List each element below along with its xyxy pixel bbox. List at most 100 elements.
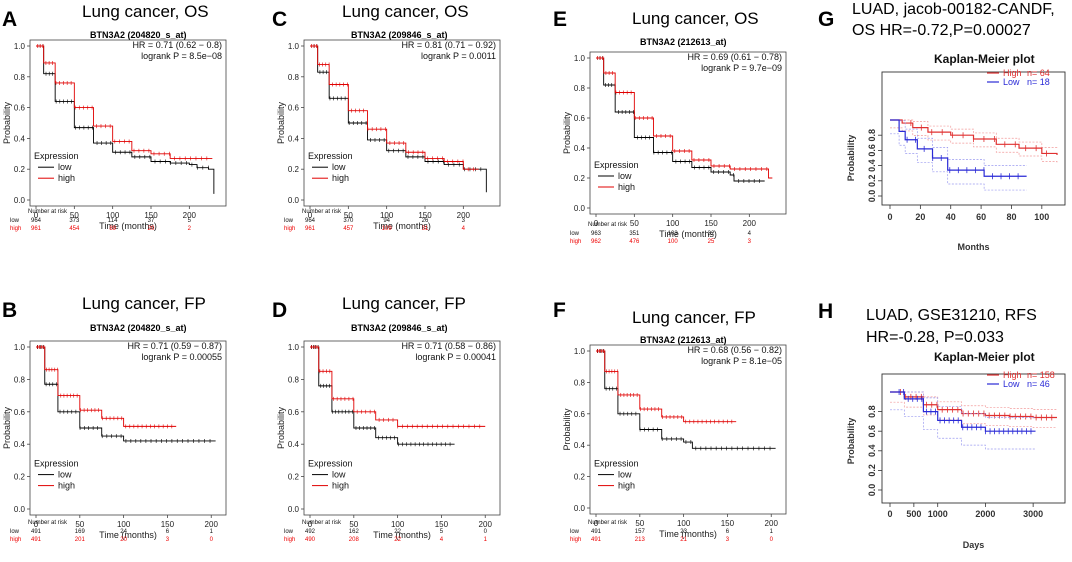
x-tick-label: 200 bbox=[479, 520, 493, 529]
risk-value: 103 bbox=[668, 231, 679, 237]
x-axis-label: Days bbox=[963, 540, 985, 550]
plot-frame bbox=[29, 39, 227, 207]
risk-value: 100 bbox=[668, 239, 679, 245]
panel-title: Lung cancer, FP bbox=[82, 294, 206, 313]
risk-value: 3 bbox=[748, 239, 752, 245]
y-axis-label: Probability bbox=[276, 101, 286, 144]
x-tick-label: 200 bbox=[183, 211, 197, 220]
risk-value: 157 bbox=[635, 529, 646, 535]
y-tick-label: 0.6 bbox=[14, 408, 26, 417]
y-tick-label: 0.6 bbox=[288, 408, 300, 417]
risk-value: 26 bbox=[422, 218, 429, 224]
km-curve-low bbox=[596, 57, 765, 182]
risk-value: 351 bbox=[629, 231, 640, 237]
risk-value: 1 bbox=[770, 529, 774, 535]
x-tick-label: 100 bbox=[666, 219, 680, 228]
plot-frame bbox=[303, 39, 501, 207]
ci-lower-low bbox=[890, 409, 1036, 450]
panel-title: Lung cancer, FP bbox=[342, 294, 466, 313]
risk-value: 961 bbox=[31, 226, 42, 232]
y-tick-label: 0.2 bbox=[574, 174, 586, 183]
y-tick-label: 0.0 bbox=[867, 190, 877, 203]
hazard-ratio: HR = 0.81 (0.71 − 0.92) bbox=[401, 40, 496, 50]
legend-entry-high: high bbox=[332, 481, 349, 491]
risk-row-label: low bbox=[570, 231, 580, 237]
y-tick-label: 0.0 bbox=[288, 196, 300, 205]
risk-value: 963 bbox=[591, 231, 602, 237]
panel-title: Lung cancer, OS bbox=[82, 2, 209, 21]
risk-row-label: high bbox=[284, 537, 295, 543]
hazard-ratio: HR = 0.71 (0.58 − 0.86) bbox=[401, 341, 496, 351]
plot-frame bbox=[589, 344, 787, 515]
x-tick-label: 100 bbox=[117, 520, 131, 529]
risk-value: 3 bbox=[462, 218, 466, 224]
risk-value: 964 bbox=[305, 218, 316, 224]
risk-row-label: low bbox=[284, 529, 294, 535]
x-tick-label: 20 bbox=[915, 212, 925, 222]
km-curve-high bbox=[36, 346, 177, 427]
legend-n-high: n= 64 bbox=[1027, 68, 1050, 78]
y-tick-label: 1.0 bbox=[574, 54, 586, 63]
risk-table-label: Number at risk bbox=[28, 209, 68, 215]
x-tick-label: 0 bbox=[594, 519, 599, 528]
y-tick-label: 0.8 bbox=[14, 73, 26, 82]
y-tick-label: 0.6 bbox=[867, 425, 877, 438]
y-tick-label: 0.6 bbox=[14, 104, 26, 113]
risk-value: 22 bbox=[394, 537, 401, 543]
x-tick-label: 50 bbox=[75, 520, 84, 529]
panel-subtitle: BTN3A2 (204820_s_at) bbox=[90, 323, 187, 333]
risk-value: 109 bbox=[382, 226, 393, 232]
risk-value: 5 bbox=[440, 529, 444, 535]
x-axis-label: Time (months) bbox=[659, 529, 717, 539]
x-tick-label: 80 bbox=[1006, 212, 1016, 222]
legend-entry-low: low bbox=[618, 171, 632, 181]
y-tick-label: 0.4 bbox=[574, 441, 586, 450]
y-tick-label: 0.2 bbox=[574, 473, 586, 482]
y-tick-label: 0.0 bbox=[867, 484, 877, 497]
panel-title: Lung cancer, OS bbox=[632, 9, 759, 28]
risk-value: 4 bbox=[748, 231, 752, 237]
x-tick-label: 0 bbox=[34, 211, 39, 220]
risk-row-label: high bbox=[284, 226, 295, 232]
x-tick-label: 50 bbox=[70, 211, 79, 220]
risk-row-label: low bbox=[570, 529, 580, 535]
risk-value: 114 bbox=[108, 218, 118, 224]
risk-row-label: high bbox=[10, 537, 21, 543]
legend-n-low: n= 46 bbox=[1027, 379, 1050, 389]
logrank-p: logrank P = 0.0011 bbox=[421, 51, 496, 61]
panel-title: Lung cancer, OS bbox=[342, 2, 469, 21]
y-tick-label: 0.0 bbox=[574, 504, 586, 513]
y-tick-label: 0.4 bbox=[288, 440, 300, 449]
risk-value: 162 bbox=[349, 529, 360, 535]
km-curve-high bbox=[596, 350, 737, 423]
hazard-ratio: HR = 0.69 (0.61 − 0.78) bbox=[687, 52, 782, 62]
y-tick-label: 0.4 bbox=[14, 440, 26, 449]
risk-value: 23 bbox=[680, 529, 687, 535]
panel-letter: D bbox=[272, 299, 287, 322]
risk-value: 213 bbox=[635, 537, 646, 543]
plot-frame bbox=[881, 373, 1066, 504]
legend-n-low: n= 18 bbox=[1027, 77, 1050, 87]
km-curve-low bbox=[36, 45, 215, 194]
x-tick-label: 0 bbox=[887, 212, 892, 222]
risk-value: 0 bbox=[770, 537, 774, 543]
y-axis-label: Probability bbox=[562, 408, 572, 451]
y-tick-label: 0.6 bbox=[288, 104, 300, 113]
risk-table-label: Number at risk bbox=[28, 520, 68, 526]
risk-value: 3 bbox=[726, 537, 730, 543]
x-tick-label: 150 bbox=[721, 519, 735, 528]
x-tick-label: 200 bbox=[205, 520, 219, 529]
y-tick-label: 1.0 bbox=[14, 42, 26, 51]
x-tick-label: 2000 bbox=[975, 509, 995, 519]
plot-frame bbox=[303, 340, 501, 516]
y-tick-label: 0.8 bbox=[288, 73, 300, 82]
panel-h: H LUAD, GSE31210, RFS HR=-0.28, P=0.033 Kap… bbox=[818, 300, 1066, 550]
y-tick-label: 0.4 bbox=[288, 134, 300, 143]
risk-value: 25 bbox=[708, 239, 715, 245]
legend-title: Expression bbox=[308, 151, 353, 161]
x-tick-label: 1000 bbox=[928, 509, 948, 519]
y-tick-label: 0.8 bbox=[14, 375, 26, 384]
x-tick-label: 0 bbox=[594, 219, 599, 228]
y-tick-label: 0.6 bbox=[867, 144, 877, 157]
hazard-ratio: HR = 0.68 (0.56 − 0.82) bbox=[687, 345, 782, 355]
